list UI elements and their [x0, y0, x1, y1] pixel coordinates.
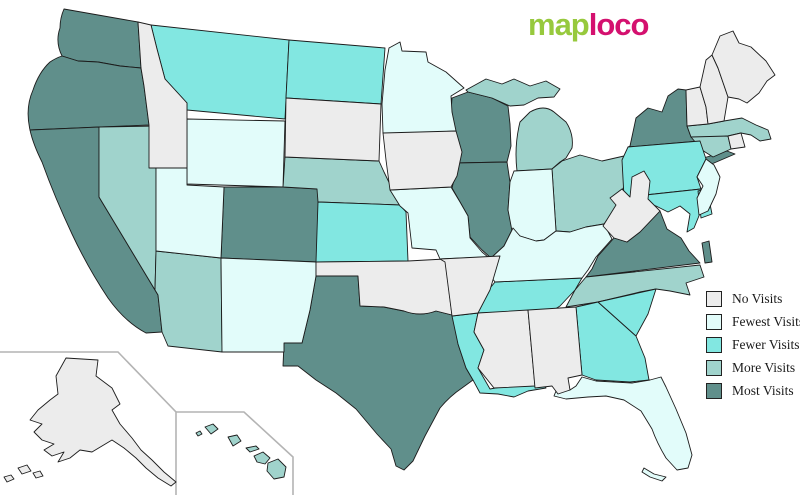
- legend-label: Most Visits: [732, 383, 794, 398]
- state-oklahoma: Oklahoma: [315, 258, 453, 316]
- state-idaho: Idaho: [137, 21, 188, 169]
- state-florida: Florida: [553, 376, 693, 482]
- state-rhode-island: Rhode Island: [727, 132, 746, 150]
- state-kansas: Kansas: [315, 201, 409, 263]
- hawaii-inset-border: [176, 411, 294, 495]
- legend-item-fewer-visits: Fewer Visits: [706, 337, 800, 353]
- legend-swatch-fewer: [706, 337, 722, 353]
- state-minnesota: Minnesota: [381, 41, 465, 135]
- legend-label: Fewer Visits: [732, 337, 800, 352]
- legend-label: No Visits: [732, 291, 783, 306]
- logo-text-map: map: [528, 7, 590, 42]
- state-alaska: Alaska: [3, 357, 177, 487]
- visits-legend: No Visits Fewest Visits Fewer Visits More V…: [706, 291, 800, 399]
- state-iowa: Iowa: [382, 130, 463, 191]
- state-arizona: Arizona: [154, 250, 223, 353]
- state-hawaii: Hawaii: [195, 423, 287, 480]
- legend-item-most-visits: Most Visits: [706, 383, 800, 399]
- legend-swatch-fewest: [706, 314, 722, 330]
- state-california: California: [29, 126, 163, 334]
- legend-item-no-visits: No Visits: [706, 291, 800, 307]
- legend-label: Fewest Visits: [732, 314, 800, 329]
- state-alabama: Alabama: [527, 306, 583, 395]
- state-wyoming: Wyoming: [186, 118, 286, 188]
- state-south-dakota: South Dakota: [284, 97, 382, 162]
- legend-swatch-no: [706, 291, 722, 307]
- state-north-dakota: North Dakota: [285, 39, 386, 105]
- state-colorado: Colorado: [220, 186, 321, 263]
- legend-item-fewest-visits: Fewest Visits: [706, 314, 800, 330]
- legend-label: More Visits: [732, 360, 796, 375]
- state-south-carolina: South Carolina: [597, 288, 657, 337]
- legend-swatch-more: [706, 360, 722, 376]
- state-michigan: Michigan: [465, 78, 573, 172]
- state-oregon: Oregon: [27, 55, 150, 131]
- logo-text-loco: loco: [588, 7, 650, 42]
- legend-item-more-visits: More Visits: [706, 360, 800, 376]
- state-north-carolina: North Carolina: [565, 264, 705, 308]
- state-west-virginia: West Virginia: [602, 170, 661, 243]
- state-new-mexico: New Mexico: [220, 257, 317, 353]
- legend-swatch-most: [706, 383, 722, 399]
- maploco-logo: maploco: [528, 6, 650, 44]
- state-kentucky: Kentucky: [485, 223, 613, 283]
- state-new-jersey: New Jersey: [696, 158, 721, 216]
- state-maine: Maine: [711, 30, 776, 104]
- alaska-inset-border: [0, 351, 177, 495]
